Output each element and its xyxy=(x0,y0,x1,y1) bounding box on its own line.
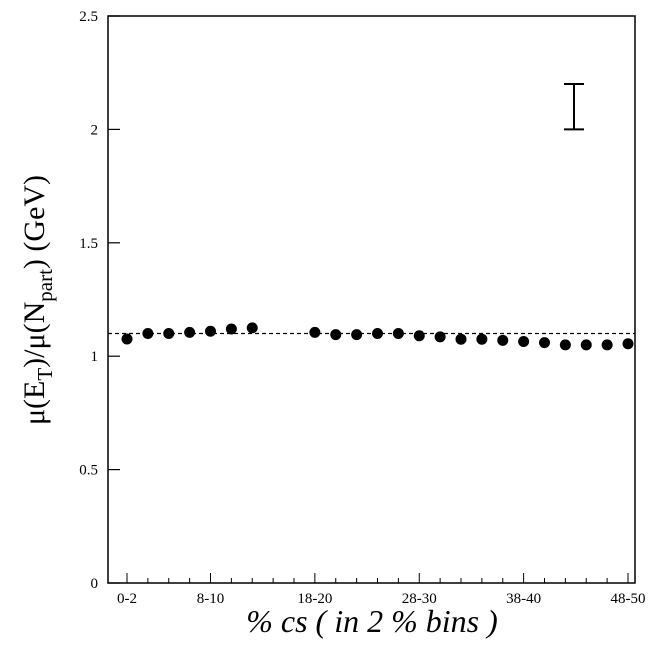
point xyxy=(184,326,196,338)
point xyxy=(121,333,133,345)
point xyxy=(205,325,216,337)
y-label-part: ) (GeV) xyxy=(18,175,51,269)
point xyxy=(372,328,383,340)
y-label-sub: part xyxy=(33,269,57,302)
point xyxy=(142,328,154,340)
point xyxy=(351,329,363,341)
point xyxy=(434,331,446,343)
y-tick-label: 0.5 xyxy=(79,463,98,479)
x-tick-label: 38-40 xyxy=(506,591,541,607)
point xyxy=(497,334,509,346)
point xyxy=(225,323,237,335)
point xyxy=(559,339,571,351)
y-tick-label: 2 xyxy=(91,122,99,138)
point xyxy=(455,333,467,345)
x-axis-label: % cs ( in 2 % bins ) xyxy=(246,603,498,639)
y-label-sub: T xyxy=(33,368,57,381)
plot-frame xyxy=(107,15,636,584)
y-tick-label: 2.5 xyxy=(79,9,98,25)
x-tick-label: 28-30 xyxy=(402,591,437,607)
point xyxy=(246,322,258,334)
point xyxy=(330,329,342,341)
y-tick-label: 1.5 xyxy=(79,236,98,252)
y-label-part: μ(E xyxy=(18,381,51,425)
point xyxy=(601,339,613,351)
x-tick-label: 0-2 xyxy=(117,591,137,607)
point xyxy=(392,328,404,340)
point xyxy=(476,333,488,345)
point xyxy=(622,338,634,350)
y-axis-label: μ(ET)/μ(Npart) (GeV) xyxy=(18,175,57,425)
point xyxy=(539,337,550,349)
y-tick-label: 1 xyxy=(91,349,99,365)
y-tick-label: 0 xyxy=(91,576,99,592)
x-tick-label: 18-20 xyxy=(297,591,332,607)
x-tick-label: 8-10 xyxy=(197,591,225,607)
point xyxy=(518,335,530,347)
x-tick-label: 48-50 xyxy=(611,591,646,607)
y-label-part: )/μ(N xyxy=(18,302,51,368)
point xyxy=(580,339,592,351)
point xyxy=(309,326,321,338)
point xyxy=(163,328,175,340)
point xyxy=(413,330,425,342)
